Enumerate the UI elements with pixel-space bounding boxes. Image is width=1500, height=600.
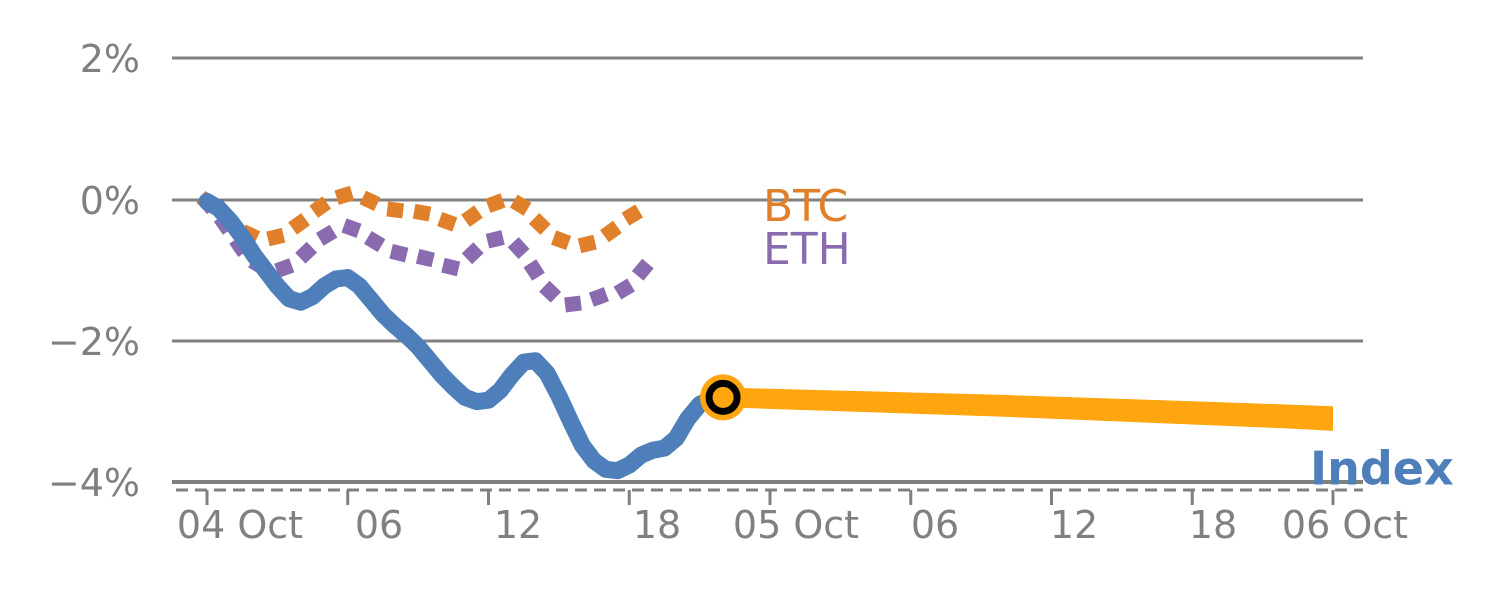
series-index-forecast xyxy=(723,387,1333,431)
x-tick-label-7: 18 xyxy=(1189,503,1237,547)
index-line xyxy=(198,192,732,480)
series-label-btc: BTC xyxy=(763,181,848,232)
y-tick-label-minus4pct: −4% xyxy=(48,461,140,505)
forecast-start-marker[interactable] xyxy=(700,374,747,421)
y-tick-label-2pct: 2% xyxy=(80,37,140,81)
series-eth xyxy=(196,192,664,312)
x-tick-label-1: 06 xyxy=(355,503,403,547)
series-index xyxy=(198,192,732,480)
x-axis-tick-labels: 04 Oct 06 12 18 05 Oct 06 12 18 06 Oct xyxy=(177,503,1408,547)
series-btc xyxy=(196,186,663,253)
series-label-eth: ETH xyxy=(763,224,851,275)
btc-line xyxy=(196,186,663,253)
y-tick-label-0pct: 0% xyxy=(80,179,140,223)
x-tick-label-3: 18 xyxy=(633,503,681,547)
forecast-band-shape xyxy=(723,387,1333,431)
marker-ring-icon xyxy=(705,379,741,415)
x-tick-label-4: 05 Oct xyxy=(733,503,859,547)
x-tick-label-2: 12 xyxy=(494,503,542,547)
series-label-index: Index xyxy=(1310,442,1454,496)
x-axis xyxy=(172,480,1363,505)
eth-line xyxy=(196,192,664,312)
x-tick-label-5: 06 xyxy=(911,503,959,547)
x-tick-label-8: 06 Oct xyxy=(1282,503,1408,547)
y-tick-label-minus2pct: −2% xyxy=(48,320,140,364)
x-tick-label-0: 04 Oct xyxy=(177,503,303,547)
x-axis-major-ticks xyxy=(205,490,1335,505)
y-axis-tick-labels: 2% 0% −2% −4% xyxy=(48,37,140,505)
x-tick-label-6: 12 xyxy=(1050,503,1098,547)
series-labels: BTC ETH Index xyxy=(763,181,1454,496)
